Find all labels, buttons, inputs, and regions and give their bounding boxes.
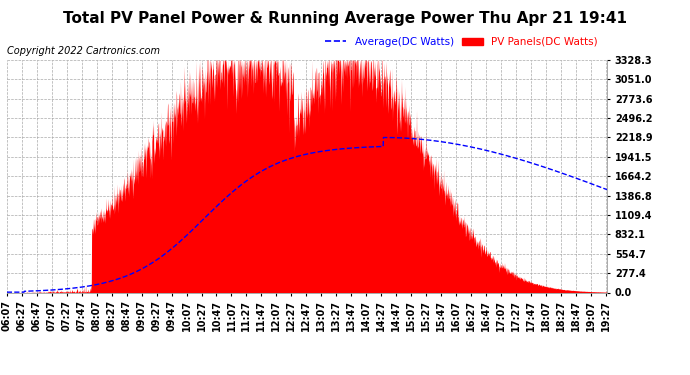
- Legend: Average(DC Watts), PV Panels(DC Watts): Average(DC Watts), PV Panels(DC Watts): [322, 33, 602, 51]
- Text: Copyright 2022 Cartronics.com: Copyright 2022 Cartronics.com: [7, 46, 160, 56]
- Text: Total PV Panel Power & Running Average Power Thu Apr 21 19:41: Total PV Panel Power & Running Average P…: [63, 11, 627, 26]
